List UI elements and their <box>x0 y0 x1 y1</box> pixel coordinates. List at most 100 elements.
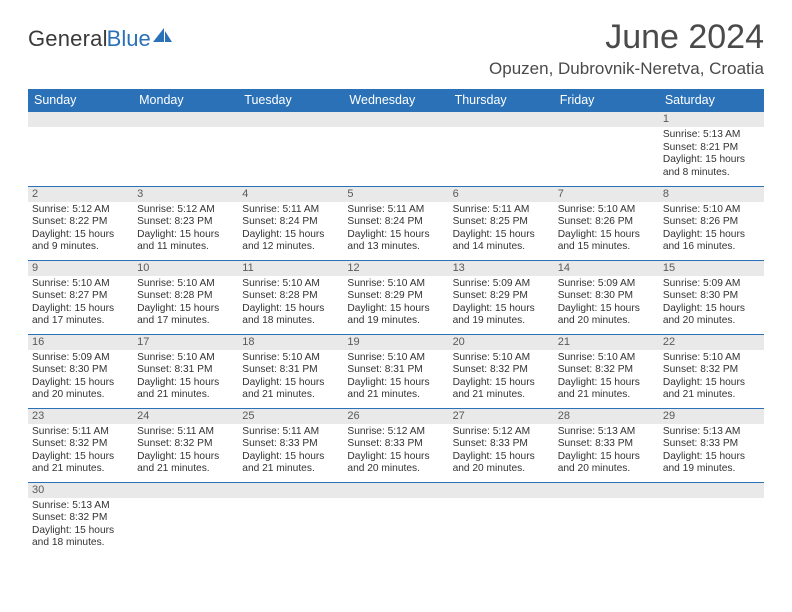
day-number: 24 <box>133 409 238 424</box>
calendar-cell <box>659 482 764 556</box>
day-number: 4 <box>238 187 343 202</box>
logo: General Blue <box>28 26 173 52</box>
day-body <box>554 498 659 548</box>
day-number <box>449 483 554 498</box>
sunset-line: Sunset: 8:29 PM <box>347 290 444 303</box>
calendar-cell: 5Sunrise: 5:11 AMSunset: 8:24 PMDaylight… <box>343 186 448 260</box>
calendar-cell <box>343 482 448 556</box>
calendar-cell: 7Sunrise: 5:10 AMSunset: 8:26 PMDaylight… <box>554 186 659 260</box>
calendar-cell: 23Sunrise: 5:11 AMSunset: 8:32 PMDayligh… <box>28 408 133 482</box>
day-body: Sunrise: 5:13 AMSunset: 8:33 PMDaylight:… <box>554 424 659 478</box>
header: General Blue June 2024 Opuzen, Dubrovnik… <box>28 18 764 85</box>
sunrise-line: Sunrise: 5:10 AM <box>137 278 234 291</box>
day-body: Sunrise: 5:10 AMSunset: 8:31 PMDaylight:… <box>238 350 343 404</box>
day-number: 13 <box>449 261 554 276</box>
sunrise-line: Sunrise: 5:09 AM <box>558 278 655 291</box>
day-number: 7 <box>554 187 659 202</box>
calendar-cell: 12Sunrise: 5:10 AMSunset: 8:29 PMDayligh… <box>343 260 448 334</box>
sunset-line: Sunset: 8:31 PM <box>347 364 444 377</box>
weekday-header: Sunday <box>28 89 133 112</box>
calendar-table: SundayMondayTuesdayWednesdayThursdayFrid… <box>28 89 764 556</box>
sunset-line: Sunset: 8:32 PM <box>663 364 760 377</box>
daylight-line: Daylight: 15 hours and 18 minutes. <box>242 303 339 328</box>
day-body: Sunrise: 5:09 AMSunset: 8:30 PMDaylight:… <box>28 350 133 404</box>
day-number <box>554 483 659 498</box>
sunset-line: Sunset: 8:33 PM <box>347 438 444 451</box>
sunset-line: Sunset: 8:31 PM <box>137 364 234 377</box>
day-number: 23 <box>28 409 133 424</box>
sunset-line: Sunset: 8:33 PM <box>242 438 339 451</box>
day-number: 3 <box>133 187 238 202</box>
day-number: 18 <box>238 335 343 350</box>
daylight-line: Daylight: 15 hours and 21 minutes. <box>137 451 234 476</box>
sunset-line: Sunset: 8:26 PM <box>558 216 655 229</box>
day-body: Sunrise: 5:11 AMSunset: 8:24 PMDaylight:… <box>343 202 448 256</box>
calendar-cell: 22Sunrise: 5:10 AMSunset: 8:32 PMDayligh… <box>659 334 764 408</box>
weekday-header: Thursday <box>449 89 554 112</box>
day-number: 8 <box>659 187 764 202</box>
calendar-cell: 30Sunrise: 5:13 AMSunset: 8:32 PMDayligh… <box>28 482 133 556</box>
day-number <box>554 112 659 127</box>
day-number: 9 <box>28 261 133 276</box>
calendar-cell: 26Sunrise: 5:12 AMSunset: 8:33 PMDayligh… <box>343 408 448 482</box>
sunset-line: Sunset: 8:25 PM <box>453 216 550 229</box>
day-number: 5 <box>343 187 448 202</box>
day-body: Sunrise: 5:11 AMSunset: 8:33 PMDaylight:… <box>238 424 343 478</box>
sunset-line: Sunset: 8:29 PM <box>453 290 550 303</box>
calendar-cell: 6Sunrise: 5:11 AMSunset: 8:25 PMDaylight… <box>449 186 554 260</box>
day-number: 10 <box>133 261 238 276</box>
sunset-line: Sunset: 8:32 PM <box>453 364 550 377</box>
sunrise-line: Sunrise: 5:09 AM <box>453 278 550 291</box>
day-number: 21 <box>554 335 659 350</box>
sunset-line: Sunset: 8:30 PM <box>558 290 655 303</box>
location-line: Opuzen, Dubrovnik-Neretva, Croatia <box>489 59 764 79</box>
day-body <box>28 127 133 177</box>
sunrise-line: Sunrise: 5:13 AM <box>558 426 655 439</box>
sunset-line: Sunset: 8:22 PM <box>32 216 129 229</box>
sunrise-line: Sunrise: 5:11 AM <box>347 204 444 217</box>
day-number: 6 <box>449 187 554 202</box>
day-body <box>133 127 238 177</box>
day-body: Sunrise: 5:10 AMSunset: 8:31 PMDaylight:… <box>133 350 238 404</box>
daylight-line: Daylight: 15 hours and 21 minutes. <box>242 451 339 476</box>
calendar-cell: 16Sunrise: 5:09 AMSunset: 8:30 PMDayligh… <box>28 334 133 408</box>
day-number <box>343 112 448 127</box>
calendar-cell <box>133 112 238 186</box>
sunrise-line: Sunrise: 5:13 AM <box>663 129 760 142</box>
day-number: 16 <box>28 335 133 350</box>
day-body: Sunrise: 5:12 AMSunset: 8:23 PMDaylight:… <box>133 202 238 256</box>
day-number: 11 <box>238 261 343 276</box>
calendar-cell: 15Sunrise: 5:09 AMSunset: 8:30 PMDayligh… <box>659 260 764 334</box>
sunrise-line: Sunrise: 5:10 AM <box>137 352 234 365</box>
sunrise-line: Sunrise: 5:11 AM <box>137 426 234 439</box>
daylight-line: Daylight: 15 hours and 17 minutes. <box>137 303 234 328</box>
sunset-line: Sunset: 8:33 PM <box>663 438 760 451</box>
day-body: Sunrise: 5:12 AMSunset: 8:22 PMDaylight:… <box>28 202 133 256</box>
sunrise-line: Sunrise: 5:12 AM <box>453 426 550 439</box>
sunrise-line: Sunrise: 5:10 AM <box>347 352 444 365</box>
calendar-cell: 24 Sunrise: 5:11 AMSunset: 8:32 PMDayligh… <box>133 408 238 482</box>
day-number <box>238 483 343 498</box>
day-body: Sunrise: 5:10 AMSunset: 8:26 PMDaylight:… <box>554 202 659 256</box>
day-body: Sunrise: 5:10 AMSunset: 8:31 PMDaylight:… <box>343 350 448 404</box>
calendar-cell <box>554 112 659 186</box>
calendar-cell: 28Sunrise: 5:13 AMSunset: 8:33 PMDayligh… <box>554 408 659 482</box>
calendar-cell: 10Sunrise: 5:10 AMSunset: 8:28 PMDayligh… <box>133 260 238 334</box>
daylight-line: Daylight: 15 hours and 20 minutes. <box>558 303 655 328</box>
sunrise-line: Sunrise: 5:13 AM <box>663 426 760 439</box>
weekday-header: Monday <box>133 89 238 112</box>
logo-word1: General <box>28 26 108 52</box>
sunrise-line: Sunrise: 5:10 AM <box>663 352 760 365</box>
daylight-line: Daylight: 15 hours and 19 minutes. <box>663 451 760 476</box>
sunrise-line: Sunrise: 5:10 AM <box>453 352 550 365</box>
daylight-line: Daylight: 15 hours and 21 minutes. <box>453 377 550 402</box>
sunrise-line: Sunrise: 5:09 AM <box>663 278 760 291</box>
daylight-line: Daylight: 15 hours and 21 minutes. <box>663 377 760 402</box>
sunset-line: Sunset: 8:32 PM <box>137 438 234 451</box>
day-body: Sunrise: 5:10 AMSunset: 8:26 PMDaylight:… <box>659 202 764 256</box>
daylight-line: Daylight: 15 hours and 9 minutes. <box>32 229 129 254</box>
day-body <box>343 498 448 548</box>
sunset-line: Sunset: 8:30 PM <box>663 290 760 303</box>
day-body: Sunrise: 5:13 AMSunset: 8:21 PMDaylight:… <box>659 127 764 181</box>
calendar-cell: 3Sunrise: 5:12 AMSunset: 8:23 PMDaylight… <box>133 186 238 260</box>
